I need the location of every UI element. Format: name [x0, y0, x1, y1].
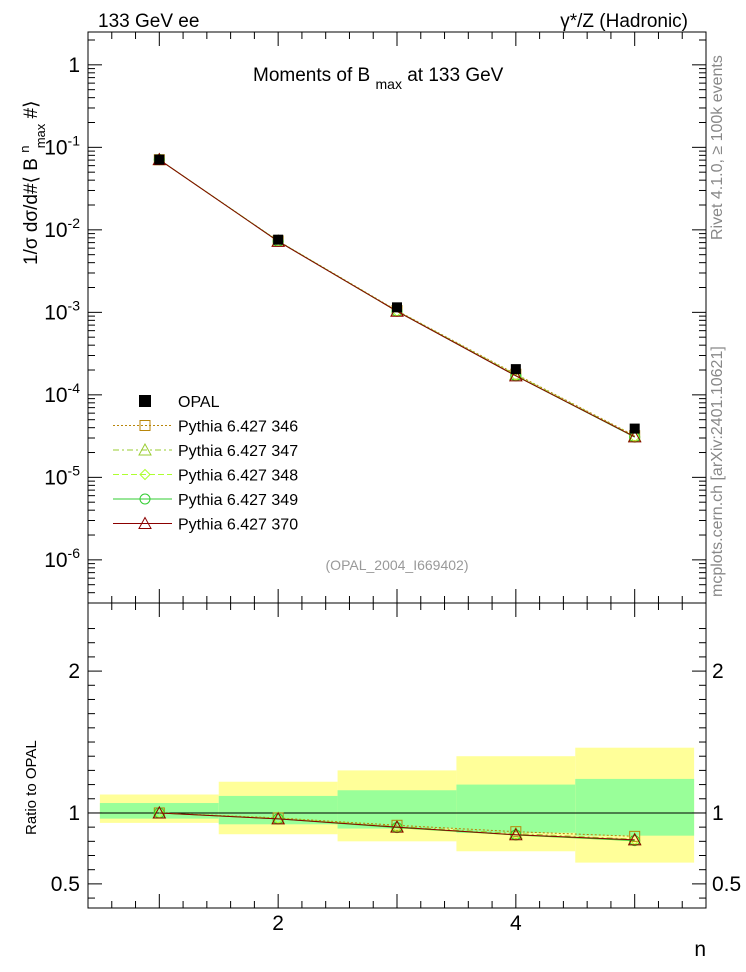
ratio-series-point-3	[629, 835, 641, 847]
legend-label-1: Pythia 6.427 347	[178, 443, 298, 460]
main-y-tick-label: 10-5	[44, 462, 80, 489]
ratio-x-tick-label: 4	[510, 912, 522, 935]
legend-label-data: OPAL	[178, 394, 220, 411]
ratio-x-tick-label: 2	[272, 912, 284, 935]
legend-marker-data	[139, 395, 151, 407]
y-axis-label: 1/σ dσ/d#⟨ B n max #⟩	[13, 100, 50, 265]
main-series-point-4	[509, 368, 523, 382]
ratio-band-green-4	[575, 778, 695, 836]
main-series-line-4	[159, 159, 635, 438]
reference-label: (OPAL_2004_I669402)	[326, 557, 469, 573]
main-y-tick-label: 10-3	[44, 297, 80, 324]
rivet-label: Rivet 4.1.0, ≥ 100k events	[709, 55, 726, 240]
legend-marker-1	[138, 442, 152, 456]
legend-label-4: Pythia 6.427 370	[178, 517, 298, 534]
ratio-y-tick-label-right: 1	[712, 802, 724, 825]
ratio-y-tick-label-right: 2	[712, 660, 724, 683]
main-y-tick-label: 10-1	[44, 132, 80, 159]
data-point	[629, 423, 640, 434]
main-y-tick-label: 10-2	[44, 215, 80, 242]
ratio-series-line-0	[159, 812, 635, 837]
data-point	[510, 364, 521, 375]
legend-marker-2	[139, 468, 151, 481]
ratio-y-tick-label: 1	[68, 802, 80, 825]
ratio-series-point-4	[509, 827, 523, 841]
ratio-band-green-3	[456, 784, 576, 833]
header-left: 133 GeV ee	[98, 11, 199, 32]
legend-marker-4	[138, 516, 152, 529]
main-series-line-3	[159, 159, 635, 438]
ratio-series-point-0	[629, 830, 641, 842]
main-y-tick-label: 10-6	[44, 545, 80, 572]
ratio-band-green-0	[99, 803, 219, 819]
header-right: γ*/Z (Hadronic)	[560, 11, 688, 32]
main-y-tick-label: 1	[68, 54, 80, 77]
main-series-line-0	[159, 159, 635, 437]
ratio-series-point-4	[152, 805, 167, 819]
legend-label-0: Pythia 6.427 346	[178, 419, 298, 436]
mcplots-label: mcplots.cern.ch [arXiv:2401.10621]	[709, 346, 726, 597]
main-series-line-2	[159, 159, 635, 438]
main-title: Moments of B max at 133 GeV	[253, 65, 504, 94]
ratio-series-point-4	[390, 820, 404, 833]
legend-marker-0	[139, 420, 151, 431]
main-y-tick-label: 10-4	[44, 380, 80, 407]
data-point	[154, 154, 165, 165]
data-point	[392, 302, 402, 313]
ratio-series-point-4	[627, 832, 642, 846]
legend-label-2: Pythia 6.427 348	[178, 468, 298, 485]
legend-label-3: Pythia 6.427 349	[178, 492, 298, 509]
main-series-point-4	[627, 429, 642, 443]
ratio-y-tick-label: 2	[68, 660, 80, 683]
ratio-band-green-1	[218, 795, 338, 825]
x-axis-label: n	[694, 938, 706, 961]
ratio-y-tick-label: 0.5	[51, 873, 80, 896]
data-point	[273, 234, 284, 245]
main-series-line-1	[159, 159, 635, 437]
ratio-y-tick-label-right: 0.5	[712, 873, 741, 896]
ratio-series-point-4	[271, 811, 285, 825]
legend-marker-3	[139, 493, 151, 505]
ratio-series-line-4	[159, 812, 635, 841]
ratio-y-axis-label: Ratio to OPAL	[23, 740, 40, 835]
